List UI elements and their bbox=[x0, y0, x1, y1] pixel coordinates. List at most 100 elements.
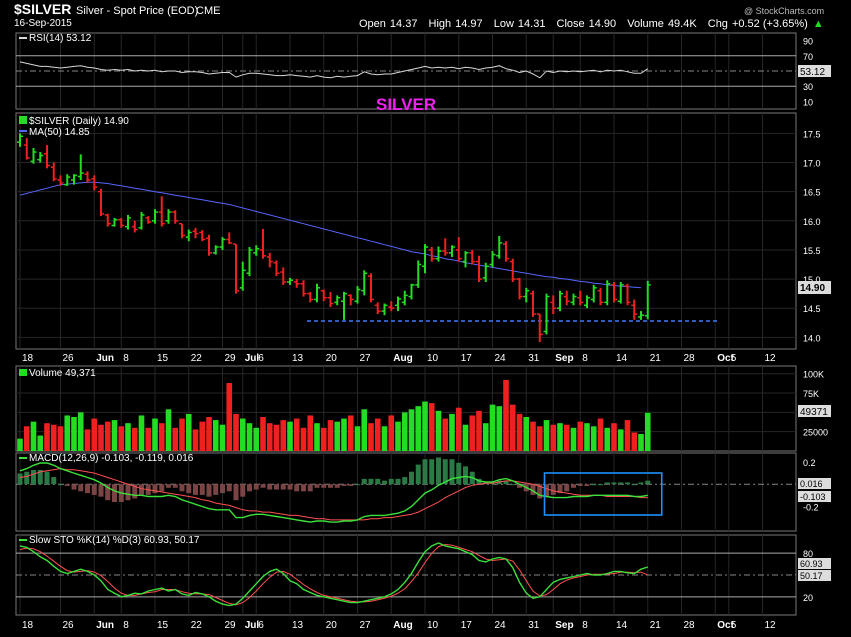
volume-bar bbox=[530, 421, 536, 451]
volume-bar bbox=[233, 413, 239, 451]
macd-histogram-bar bbox=[361, 478, 367, 485]
x-tick-label: 21 bbox=[650, 353, 662, 364]
volume-bar bbox=[293, 418, 300, 451]
ohlc-bar bbox=[334, 295, 341, 306]
sto-tick-label: 20 bbox=[803, 593, 813, 603]
ohlc-bar bbox=[37, 152, 44, 163]
volume-bar bbox=[455, 407, 462, 451]
ohlc-bar bbox=[530, 290, 536, 317]
volume-bar bbox=[307, 415, 314, 451]
ohlc-bar bbox=[206, 234, 212, 256]
ohlc-bar bbox=[442, 238, 449, 256]
macd-histogram-bar bbox=[105, 484, 111, 501]
ohlc-bar bbox=[104, 213, 111, 227]
ohlc-bar bbox=[179, 222, 185, 239]
macd-histogram-bar bbox=[199, 484, 205, 495]
ohlc-bar bbox=[415, 260, 422, 288]
macd-histogram-bar bbox=[78, 484, 84, 492]
macd-histogram-bar bbox=[517, 484, 522, 488]
x-tick-label: Jun bbox=[96, 620, 114, 631]
macd-histogram-bar bbox=[456, 462, 462, 485]
volume-bar bbox=[138, 415, 145, 451]
x-tick-label: Oct bbox=[717, 353, 734, 364]
sto-d-last-value: 50.17 bbox=[800, 571, 823, 581]
ohlc-bar bbox=[77, 154, 84, 181]
x-tick-label: 27 bbox=[360, 353, 372, 364]
rsi-line bbox=[19, 61, 649, 79]
volume-bar bbox=[482, 423, 489, 451]
macd-histogram-bar bbox=[611, 482, 617, 485]
volume-bar bbox=[509, 404, 516, 451]
x-tick-label: 5 bbox=[731, 620, 737, 631]
volume-bar bbox=[631, 432, 638, 451]
ohlc-bar bbox=[138, 212, 145, 230]
ohlc-bar bbox=[300, 280, 307, 297]
x-axis-bottom: 18 26 Jun 8 15 22 29 Jul 6 13 20 27 Aug 10 17 24 31 Sep 8 1… bbox=[22, 620, 776, 631]
macd-histogram-bar bbox=[274, 484, 279, 490]
ohlc-bar bbox=[145, 216, 152, 224]
volume-bar bbox=[563, 424, 570, 451]
ohlc-bar bbox=[631, 299, 638, 320]
volume-bar bbox=[239, 418, 246, 451]
ohlc-bar bbox=[266, 252, 273, 268]
volume-bar bbox=[476, 410, 482, 451]
price-legend-icon bbox=[19, 116, 27, 124]
macd-histogram-bar bbox=[645, 480, 651, 485]
volume-bar bbox=[145, 427, 152, 451]
macd-histogram-bar bbox=[267, 484, 273, 490]
volume-bar bbox=[550, 424, 557, 451]
macd-histogram-bar bbox=[280, 484, 286, 490]
macd-histogram-bar bbox=[132, 484, 138, 499]
volume-bar bbox=[219, 424, 226, 451]
macd-histogram-bar bbox=[328, 484, 333, 488]
macd-histogram-bar bbox=[193, 484, 198, 495]
volume-bar bbox=[199, 421, 206, 451]
macd-histogram-bar bbox=[301, 484, 306, 492]
ohlc-bar bbox=[50, 162, 57, 182]
macd-histogram-bar bbox=[220, 484, 225, 494]
macd-histogram-bar bbox=[388, 478, 394, 485]
instrument-name: Silver - Spot Price (EOD) bbox=[76, 5, 198, 17]
macd-frame bbox=[15, 452, 797, 532]
rsi-tick-label: 90 bbox=[803, 37, 813, 47]
ohlc-bar bbox=[30, 147, 37, 164]
price-legend: $SILVER (Daily) 14.90 bbox=[29, 116, 129, 127]
macd-histogram-bar bbox=[71, 484, 77, 490]
ohlc-bar bbox=[23, 138, 30, 160]
ohlc-bar bbox=[496, 235, 503, 259]
ohlc-bar bbox=[455, 237, 462, 262]
ohlc-bar bbox=[307, 291, 314, 303]
price-tick-label: 17.5 bbox=[803, 129, 821, 139]
chg-up-arrow-icon: ▲ bbox=[813, 18, 824, 30]
ohlc-bar bbox=[395, 296, 401, 312]
volume-bar bbox=[57, 426, 64, 451]
ohlc-bar bbox=[226, 232, 233, 245]
x-tick-label: 15 bbox=[157, 620, 169, 631]
volume-bar bbox=[516, 413, 523, 451]
rsi-tick-label: 30 bbox=[803, 82, 813, 92]
volume-bar bbox=[422, 401, 428, 451]
ohlc-bar bbox=[185, 229, 192, 242]
ohlc-bar bbox=[374, 302, 381, 315]
sto-tick-label: 80 bbox=[803, 549, 813, 559]
volume-bar bbox=[395, 421, 401, 451]
ohlc-bar bbox=[98, 188, 104, 217]
x-tick-label: 26 bbox=[63, 620, 75, 631]
x-tick-label: Aug bbox=[393, 353, 412, 364]
x-tick-label: 24 bbox=[495, 353, 507, 364]
macd-histogram-bar bbox=[591, 484, 597, 486]
macd-histogram-bar bbox=[395, 478, 401, 485]
x-tick-label: 10 bbox=[427, 353, 439, 364]
volume-bar bbox=[17, 438, 23, 451]
ohlc-bar bbox=[509, 258, 516, 282]
macd-histogram-bar bbox=[31, 469, 36, 485]
ohlc-bar bbox=[341, 291, 347, 320]
macd-histogram-bar bbox=[571, 484, 576, 488]
price-tick-label: 16.0 bbox=[803, 217, 821, 227]
rsi-last-flag: 53.12 bbox=[798, 65, 831, 78]
macd-histogram-bar bbox=[58, 484, 63, 486]
volume-bar bbox=[44, 423, 50, 451]
macd-histogram-bar bbox=[382, 480, 387, 485]
macd-histogram-bar bbox=[213, 484, 219, 495]
x-tick-label: Jun bbox=[96, 353, 114, 364]
